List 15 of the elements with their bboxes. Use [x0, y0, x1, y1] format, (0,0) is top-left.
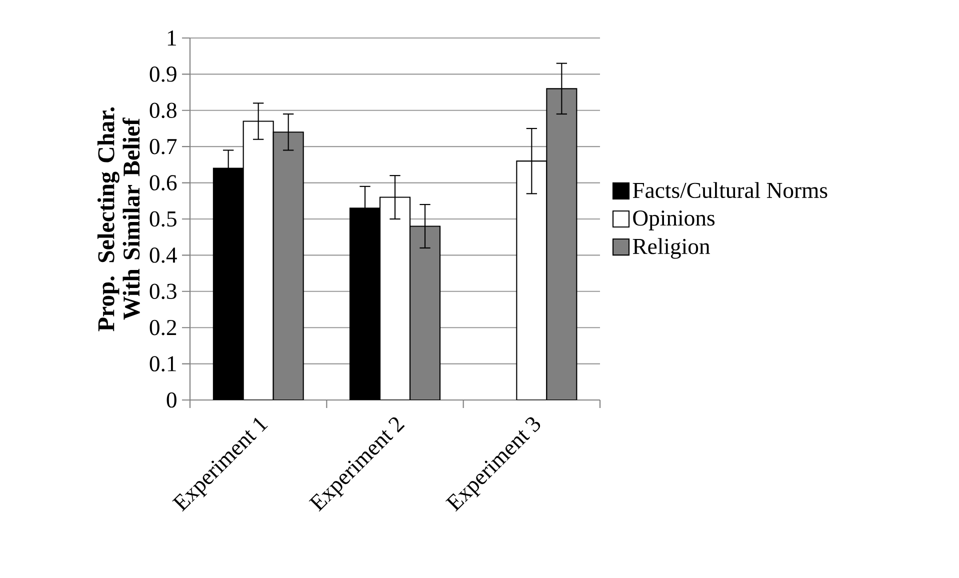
legend-label: Facts/Cultural Norms	[632, 182, 828, 198]
y-tick-label: 1	[168, 30, 176, 46]
y-tick-label: 0.9	[150, 66, 176, 82]
y-tick-label: 0.3	[150, 284, 176, 300]
y-axis-title: Prop. Selecting Char. With Similar Belief	[97, 107, 140, 332]
y-tick-label: 0.2	[150, 320, 176, 336]
y-tick-label: 0.5	[150, 211, 176, 227]
legend-label: Religion	[632, 238, 710, 259]
y-tick-label: 0.4	[150, 247, 177, 263]
y-tick-label: 0.8	[150, 102, 176, 118]
y-tick-label: 0	[166, 392, 176, 408]
legend-label: Opinions	[633, 210, 715, 230]
y-tick-label: 0.6	[150, 175, 177, 190]
y-tick-label: 0.7	[150, 138, 177, 154]
y-tick-label: 0.1	[150, 356, 176, 372]
